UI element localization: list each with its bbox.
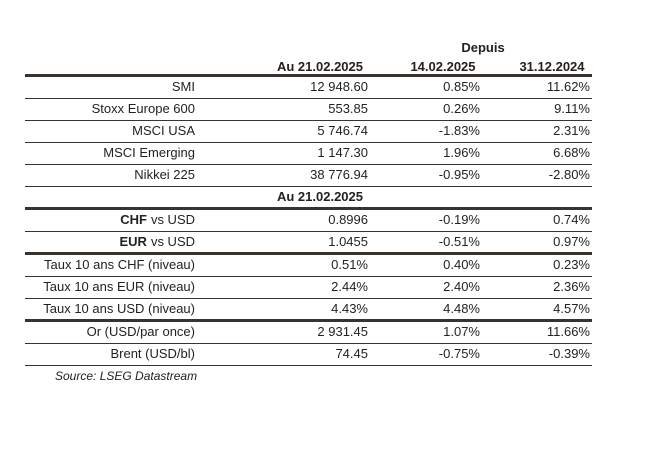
cell-value: 4.48%: [443, 301, 480, 316]
label-rest: vs USD: [150, 234, 195, 249]
cell-value: 0.74%: [553, 212, 590, 227]
row-label: Brent (USD/bl): [0, 343, 195, 365]
row-label: Nikkei 225: [0, 164, 195, 186]
cell-value: 4.43%: [331, 301, 368, 316]
rule: [25, 142, 592, 143]
cell-value: 1 147.30: [317, 145, 368, 160]
cell-value: 553.85: [328, 101, 368, 116]
cell-value: 5 746.74: [317, 123, 368, 138]
label-rest: vs USD: [150, 212, 195, 227]
cell-value: 6.68%: [553, 145, 590, 160]
cell-value: 74.45: [335, 346, 368, 361]
cell-value: -2.80%: [548, 167, 590, 182]
cell-value: 2.31%: [553, 123, 590, 138]
row-label: MSCI Emerging: [0, 142, 195, 164]
cell-value: 1.0455: [328, 234, 368, 249]
cell-value: 2.40%: [443, 279, 480, 294]
cell-value: -1.83%: [438, 123, 480, 138]
row-label: MSCI USA: [0, 120, 195, 142]
row-label: Taux 10 ans EUR (niveau): [0, 276, 195, 298]
cell-value: 0.85%: [443, 79, 480, 94]
column-header: 14.02.2025: [410, 59, 476, 74]
label-text: MSCI Emerging: [103, 145, 195, 160]
cell-value: -0.51%: [438, 234, 480, 249]
label-text: Brent (USD/bl): [110, 346, 195, 361]
rule: [25, 343, 592, 344]
row-label: Stoxx Europe 600: [0, 98, 195, 120]
row-label: Taux 10 ans USD (niveau): [0, 298, 195, 320]
column-header: 31.12.2024: [519, 59, 585, 74]
rule: [25, 365, 592, 366]
cell-value: 2 931.45: [317, 324, 368, 339]
rule: [25, 120, 592, 121]
cell-value: 12 948.60: [310, 79, 368, 94]
cell-value: -0.75%: [438, 346, 480, 361]
depuis-header: Depuis: [461, 40, 505, 55]
label-text: Taux 10 ans EUR (niveau): [43, 279, 195, 294]
cell-value: 38 776.94: [310, 167, 368, 182]
cell-value: -0.19%: [438, 212, 480, 227]
cell-value: 0.26%: [443, 101, 480, 116]
cell-value: 9.11%: [554, 101, 590, 116]
source-note: Source: LSEG Datastream: [55, 369, 198, 383]
rule: [25, 319, 592, 322]
label-text: Taux 10 ans CHF (niveau): [43, 257, 195, 272]
column-header: Au 21.02.2025: [276, 59, 363, 74]
label-text: Taux 10 ans USD (niveau): [43, 301, 195, 316]
cell-value: 0.97%: [553, 234, 590, 249]
cell-value: 2.36%: [553, 279, 590, 294]
row-label: SMI: [0, 76, 195, 98]
label-text: Nikkei 225: [134, 167, 195, 182]
row-label: CHF vs USD: [0, 209, 195, 231]
label-text: Stoxx Europe 600: [91, 101, 195, 116]
rule: [25, 207, 592, 210]
label-bold: CHF: [120, 212, 147, 227]
rule: [25, 252, 592, 255]
row-label: EUR vs USD: [0, 231, 195, 253]
cell-value: -0.39%: [548, 346, 590, 361]
rule: [25, 98, 592, 99]
label-bold: EUR: [119, 234, 147, 249]
cell-value: 11.62%: [546, 79, 590, 94]
cell-value: 0.23%: [553, 257, 590, 272]
cell-value: 2.44%: [331, 279, 368, 294]
label-text: MSCI USA: [132, 123, 195, 138]
cell-value: 0.51%: [331, 257, 368, 272]
rule: [25, 298, 592, 299]
rule: [25, 164, 592, 165]
rule: [25, 74, 592, 77]
cell-value: -0.95%: [438, 167, 480, 182]
rule: [25, 231, 592, 232]
row-label: Or (USD/par once): [0, 321, 195, 343]
sub-header: Au 21.02.2025: [276, 189, 363, 204]
rule: [25, 276, 592, 277]
cell-value: 1.96%: [443, 145, 480, 160]
label-text: SMI: [171, 79, 195, 94]
cell-value: 11.66%: [546, 324, 590, 339]
cell-value: 1.07%: [443, 324, 480, 339]
cell-value: 0.40%: [443, 257, 480, 272]
label-text: Or (USD/par once): [86, 324, 195, 339]
row-label: Taux 10 ans CHF (niveau): [0, 254, 195, 276]
cell-value: 0.8996: [328, 212, 368, 227]
cell-value: 4.57%: [553, 301, 590, 316]
rule: [25, 186, 592, 187]
